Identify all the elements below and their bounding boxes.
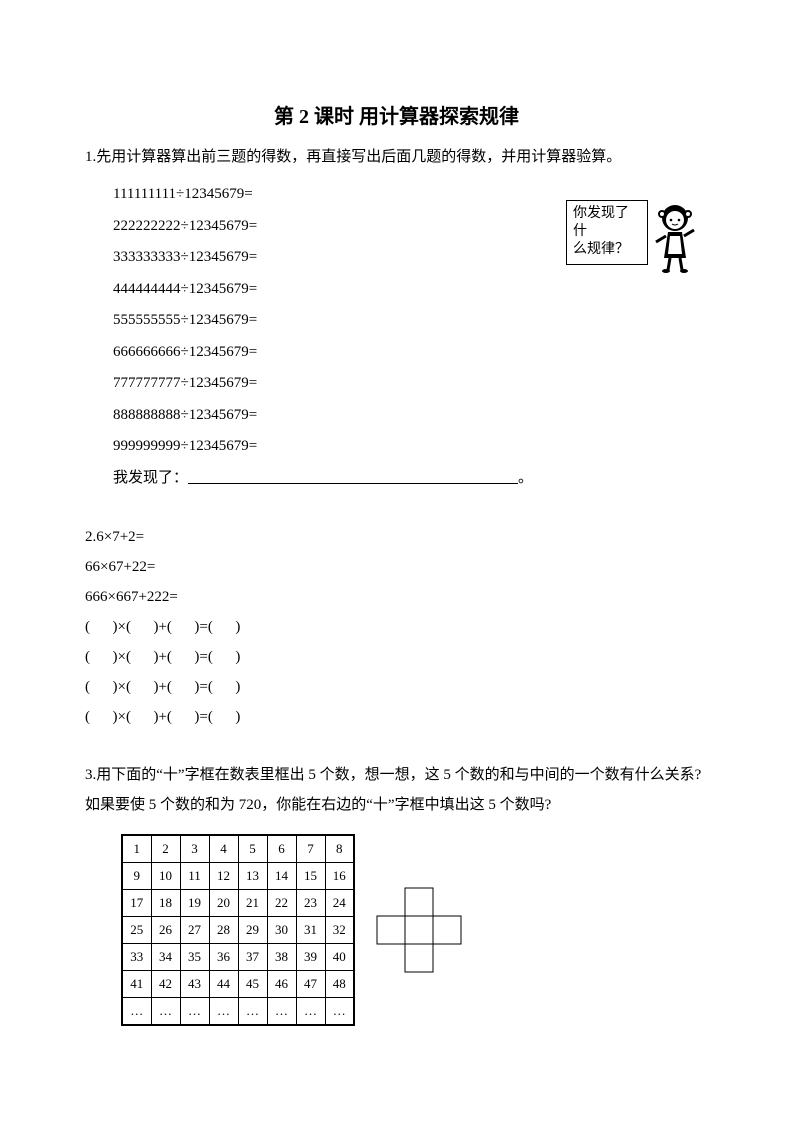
discover-line: 我发现了：。 — [85, 463, 708, 495]
discover-label: 我发现了： — [113, 470, 188, 486]
table-cell: 34 — [151, 944, 180, 971]
table-cell: 44 — [209, 971, 238, 998]
table-cell: … — [151, 998, 180, 1026]
table-cell: 36 — [209, 944, 238, 971]
q2-line: 2.6×7+2= — [85, 522, 708, 552]
q2-blank-row[interactable]: ( )×( )+( )=( ) — [85, 702, 708, 732]
table-cell: … — [180, 998, 209, 1026]
equation-line: 777777777÷12345679= — [113, 368, 708, 400]
table-cell: 3 — [180, 835, 209, 863]
table-cell: 31 — [296, 917, 325, 944]
equation-line: 888888888÷12345679= — [113, 400, 708, 432]
table-cell: 30 — [267, 917, 296, 944]
table-cell: 35 — [180, 944, 209, 971]
table-cell: 45 — [238, 971, 267, 998]
girl-icon — [648, 200, 703, 275]
table-cell: 11 — [180, 863, 209, 890]
speech-bubble: 你发现了什 么规律？ — [566, 200, 648, 265]
table-cell: 27 — [180, 917, 209, 944]
table-cell: 26 — [151, 917, 180, 944]
q2-blank-row[interactable]: ( )×( )+( )=( ) — [85, 612, 708, 642]
table-cell: 10 — [151, 863, 180, 890]
question-3-intro: 3.用下面的“十”字框在数表里框出 5 个数，想一想，这 5 个数的和与中间的一… — [85, 760, 708, 820]
equation-line: 999999999÷12345679= — [113, 431, 708, 463]
table-cell: 9 — [122, 863, 151, 890]
table-cell: 18 — [151, 890, 180, 917]
table-cell: 13 — [238, 863, 267, 890]
table-cell: 48 — [325, 971, 354, 998]
table-cell: 1 — [122, 835, 151, 863]
page-title: 第 2 课时 用计算器探索规律 — [85, 100, 708, 129]
table-cell: 8 — [325, 835, 354, 863]
table-cell: 22 — [267, 890, 296, 917]
table-cell: 4 — [209, 835, 238, 863]
table-cell: 38 — [267, 944, 296, 971]
speech-bubble-wrap: 你发现了什 么规律？ — [566, 200, 703, 275]
table-cell: 33 — [122, 944, 151, 971]
table-cell: 21 — [238, 890, 267, 917]
fill-in-blank[interactable] — [188, 466, 518, 484]
q2-line: 666×667+222= — [85, 582, 708, 612]
table-cell: 46 — [267, 971, 296, 998]
q2-line: 66×67+22= — [85, 552, 708, 582]
table-cell: 16 — [325, 863, 354, 890]
table-cell: 32 — [325, 917, 354, 944]
table-cell: 40 — [325, 944, 354, 971]
table-cell: 28 — [209, 917, 238, 944]
table-cell: … — [122, 998, 151, 1026]
table-cell: 41 — [122, 971, 151, 998]
q2-blank-row[interactable]: ( )×( )+( )=( ) — [85, 672, 708, 702]
table-cell: 29 — [238, 917, 267, 944]
table-cell: 5 — [238, 835, 267, 863]
table-cell: 42 — [151, 971, 180, 998]
number-table: 1234567891011121314151617181920212223242… — [121, 834, 355, 1026]
table-cell: 20 — [209, 890, 238, 917]
table-cell: 19 — [180, 890, 209, 917]
table-cell: 7 — [296, 835, 325, 863]
table-cell: 39 — [296, 944, 325, 971]
table-cell: … — [296, 998, 325, 1026]
question-2: 2.6×7+2= 66×67+22= 666×667+222= ( )×( )+… — [85, 522, 708, 732]
table-cell: … — [238, 998, 267, 1026]
equation-line: 444444444÷12345679= — [113, 274, 708, 306]
table-cell: 47 — [296, 971, 325, 998]
table-cell: 37 — [238, 944, 267, 971]
question-3: 3.用下面的“十”字框在数表里框出 5 个数，想一想，这 5 个数的和与中间的一… — [85, 760, 708, 1026]
equation-line: 555555555÷12345679= — [113, 305, 708, 337]
table-cell: 24 — [325, 890, 354, 917]
table-cell: 2 — [151, 835, 180, 863]
table-cell: … — [267, 998, 296, 1026]
table-cell: 25 — [122, 917, 151, 944]
table-cell: … — [209, 998, 238, 1026]
question-1-intro: 1.先用计算器算出前三题的得数，再直接写出后面几题的得数，并用计算器验算。 — [85, 145, 708, 169]
table-cell: 6 — [267, 835, 296, 863]
table-cell: 23 — [296, 890, 325, 917]
table-cell: 14 — [267, 863, 296, 890]
table-cell: … — [325, 998, 354, 1026]
table-cell: 17 — [122, 890, 151, 917]
cross-frame[interactable] — [375, 886, 463, 974]
table-cell: 12 — [209, 863, 238, 890]
q2-blank-row[interactable]: ( )×( )+( )=( ) — [85, 642, 708, 672]
equation-line: 666666666÷12345679= — [113, 337, 708, 369]
table-cell: 43 — [180, 971, 209, 998]
q3-content: 1234567891011121314151617181920212223242… — [85, 834, 708, 1026]
table-cell: 15 — [296, 863, 325, 890]
